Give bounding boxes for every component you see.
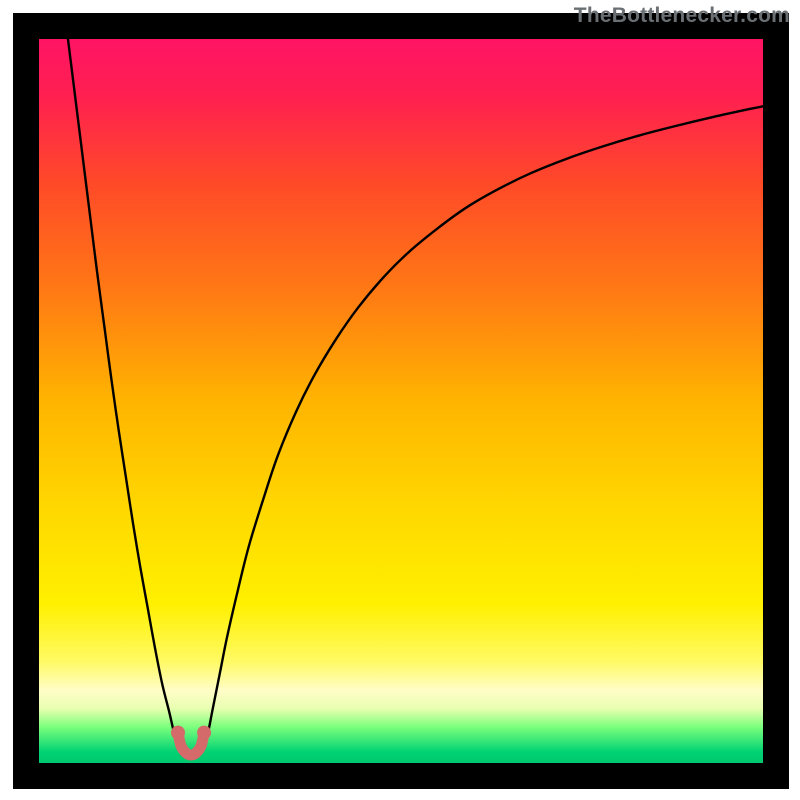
valley-marker-dot	[171, 726, 185, 740]
gradient-background	[39, 39, 763, 763]
bottleneck-chart	[0, 0, 800, 800]
chart-container: TheBottlenecker.com	[0, 0, 800, 800]
watermark-text: TheBottlenecker.com	[574, 4, 790, 28]
valley-marker-dot	[197, 726, 211, 740]
